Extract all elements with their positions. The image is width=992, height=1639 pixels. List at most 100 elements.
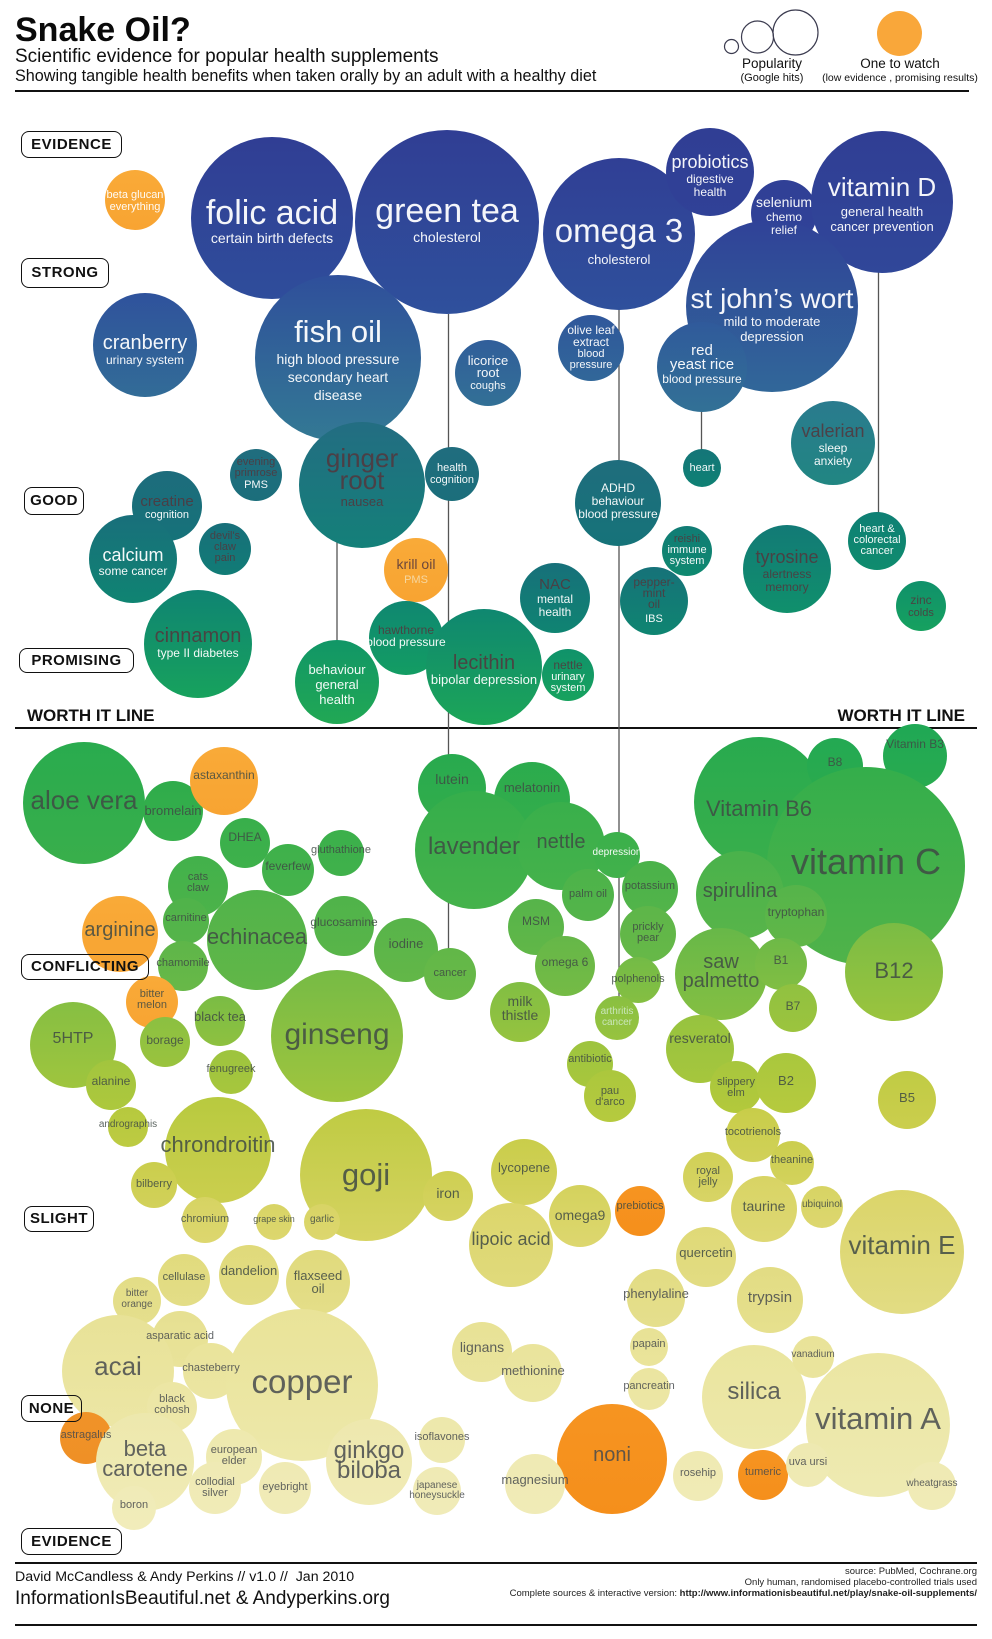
svg-text:pancreatin: pancreatin bbox=[623, 1380, 674, 1392]
svg-text:silver: silver bbox=[202, 1487, 228, 1499]
svg-text:PMS: PMS bbox=[404, 574, 428, 586]
svg-text:iodine: iodine bbox=[389, 936, 424, 951]
svg-text:nettle: nettle bbox=[553, 658, 583, 672]
svg-text:polphenols: polphenols bbox=[611, 973, 665, 985]
svg-text:goji: goji bbox=[342, 1157, 390, 1192]
svg-text:arthritis: arthritis bbox=[601, 1006, 634, 1017]
svg-text:claw: claw bbox=[187, 882, 209, 894]
svg-text:elder: elder bbox=[222, 1455, 247, 1467]
svg-text:coughs: coughs bbox=[470, 380, 506, 392]
svg-text:omega9: omega9 bbox=[555, 1207, 606, 1223]
svg-text:beta: beta bbox=[124, 1436, 168, 1461]
svg-text:chromium: chromium bbox=[181, 1213, 229, 1225]
svg-text:cognition: cognition bbox=[145, 509, 189, 521]
svg-text:thistle: thistle bbox=[502, 1007, 539, 1023]
svg-text:theanine: theanine bbox=[771, 1154, 813, 1166]
svg-text:zinc: zinc bbox=[910, 593, 931, 607]
svg-text:black tea: black tea bbox=[194, 1009, 247, 1024]
svg-text:cancer: cancer bbox=[433, 967, 466, 979]
svg-text:root: root bbox=[477, 365, 500, 380]
svg-text:valerian: valerian bbox=[801, 421, 864, 441]
svg-text:ubiquinol: ubiquinol bbox=[802, 1199, 842, 1210]
svg-text:secondary heart: secondary heart bbox=[288, 369, 389, 385]
svg-text:aloe vera: aloe vera bbox=[31, 785, 138, 815]
svg-text:everything: everything bbox=[110, 201, 161, 213]
svg-text:blood pressure: blood pressure bbox=[578, 507, 658, 521]
svg-text:taurine: taurine bbox=[743, 1198, 786, 1214]
svg-text:cancer prevention: cancer prevention bbox=[830, 219, 933, 234]
svg-text:B12: B12 bbox=[874, 958, 913, 983]
svg-text:chasteberry: chasteberry bbox=[182, 1362, 240, 1374]
svg-text:cohosh: cohosh bbox=[154, 1404, 189, 1416]
svg-text:antibiotic: antibiotic bbox=[568, 1053, 612, 1065]
svg-text:slippery: slippery bbox=[717, 1076, 755, 1088]
svg-text:depression: depression bbox=[740, 329, 804, 344]
svg-text:devil's: devil's bbox=[210, 530, 241, 542]
svg-text:cholesterol: cholesterol bbox=[413, 229, 481, 245]
svg-text:general health: general health bbox=[841, 204, 923, 219]
svg-text:sleep: sleep bbox=[819, 441, 848, 455]
svg-text:asparatic acid: asparatic acid bbox=[146, 1330, 214, 1342]
svg-text:potassium: potassium bbox=[625, 880, 675, 892]
svg-text:claw: claw bbox=[214, 541, 236, 553]
svg-text:tocotrienols: tocotrienols bbox=[725, 1126, 782, 1138]
svg-text:bilberry: bilberry bbox=[136, 1178, 173, 1190]
svg-text:behaviour: behaviour bbox=[308, 662, 366, 677]
svg-text:cancer: cancer bbox=[602, 1017, 633, 1028]
svg-text:some cancer: some cancer bbox=[99, 564, 168, 578]
svg-text:dandelion: dandelion bbox=[221, 1263, 277, 1278]
svg-text:Vitamin B6: Vitamin B6 bbox=[706, 796, 812, 821]
svg-text:krill oil: krill oil bbox=[397, 556, 436, 572]
svg-text:pressure: pressure bbox=[570, 359, 613, 371]
svg-text:acai: acai bbox=[94, 1351, 142, 1381]
svg-text:spirulina: spirulina bbox=[703, 880, 778, 902]
svg-text:copper: copper bbox=[252, 1363, 353, 1400]
svg-text:digestive: digestive bbox=[686, 172, 734, 186]
svg-text:echinacea: echinacea bbox=[207, 924, 308, 949]
svg-text:oil: oil bbox=[311, 1281, 324, 1296]
svg-text:omega 3: omega 3 bbox=[555, 212, 683, 249]
svg-text:chemo: chemo bbox=[766, 210, 802, 224]
svg-text:alertness: alertness bbox=[763, 567, 812, 581]
svg-text:vitamin D: vitamin D bbox=[828, 172, 936, 202]
svg-text:royal: royal bbox=[696, 1165, 720, 1177]
svg-text:lipoic acid: lipoic acid bbox=[471, 1229, 550, 1249]
svg-text:B7: B7 bbox=[786, 999, 801, 1013]
svg-text:colds: colds bbox=[908, 607, 934, 619]
svg-text:hawthorne: hawthorne bbox=[378, 623, 434, 637]
svg-text:system: system bbox=[670, 555, 705, 567]
svg-text:fish oil: fish oil bbox=[294, 314, 382, 349]
svg-text:olive leaf: olive leaf bbox=[567, 323, 615, 337]
svg-text:saw: saw bbox=[703, 951, 739, 973]
svg-text:IBS: IBS bbox=[645, 613, 663, 625]
svg-text:vitamin C: vitamin C bbox=[791, 841, 941, 882]
svg-text:astragalus: astragalus bbox=[61, 1429, 112, 1441]
svg-text:colorectal: colorectal bbox=[853, 534, 900, 546]
svg-text:noni: noni bbox=[593, 1444, 631, 1466]
svg-text:5HTP: 5HTP bbox=[53, 1030, 94, 1047]
svg-text:system: system bbox=[551, 682, 586, 694]
svg-text:phenylaline: phenylaline bbox=[623, 1286, 689, 1301]
svg-text:andrographis: andrographis bbox=[99, 1119, 157, 1130]
svg-text:bitter: bitter bbox=[140, 988, 165, 1000]
svg-text:elm: elm bbox=[727, 1087, 745, 1099]
svg-text:prickly: prickly bbox=[632, 921, 664, 933]
svg-text:gluthathione: gluthathione bbox=[311, 844, 371, 856]
svg-text:pepper-: pepper- bbox=[633, 575, 674, 589]
svg-text:blood pressure: blood pressure bbox=[366, 635, 446, 649]
svg-text:NAC: NAC bbox=[539, 576, 571, 593]
svg-text:rosehip: rosehip bbox=[680, 1467, 716, 1479]
svg-text:bipolar depression: bipolar depression bbox=[431, 672, 537, 687]
svg-text:B1: B1 bbox=[774, 953, 789, 967]
svg-text:borage: borage bbox=[146, 1033, 184, 1047]
svg-text:lecithin: lecithin bbox=[453, 652, 515, 674]
svg-text:heart: heart bbox=[689, 462, 714, 474]
svg-text:ginkgo: ginkgo bbox=[334, 1437, 405, 1464]
svg-text:bitter: bitter bbox=[126, 1288, 149, 1299]
svg-text:memory: memory bbox=[765, 580, 808, 594]
svg-text:black: black bbox=[159, 1393, 185, 1405]
svg-text:cranberry: cranberry bbox=[103, 332, 187, 354]
svg-text:astaxanthin: astaxanthin bbox=[193, 768, 254, 782]
svg-text:mild to moderate: mild to moderate bbox=[724, 314, 821, 329]
svg-text:folic acid: folic acid bbox=[206, 194, 338, 232]
